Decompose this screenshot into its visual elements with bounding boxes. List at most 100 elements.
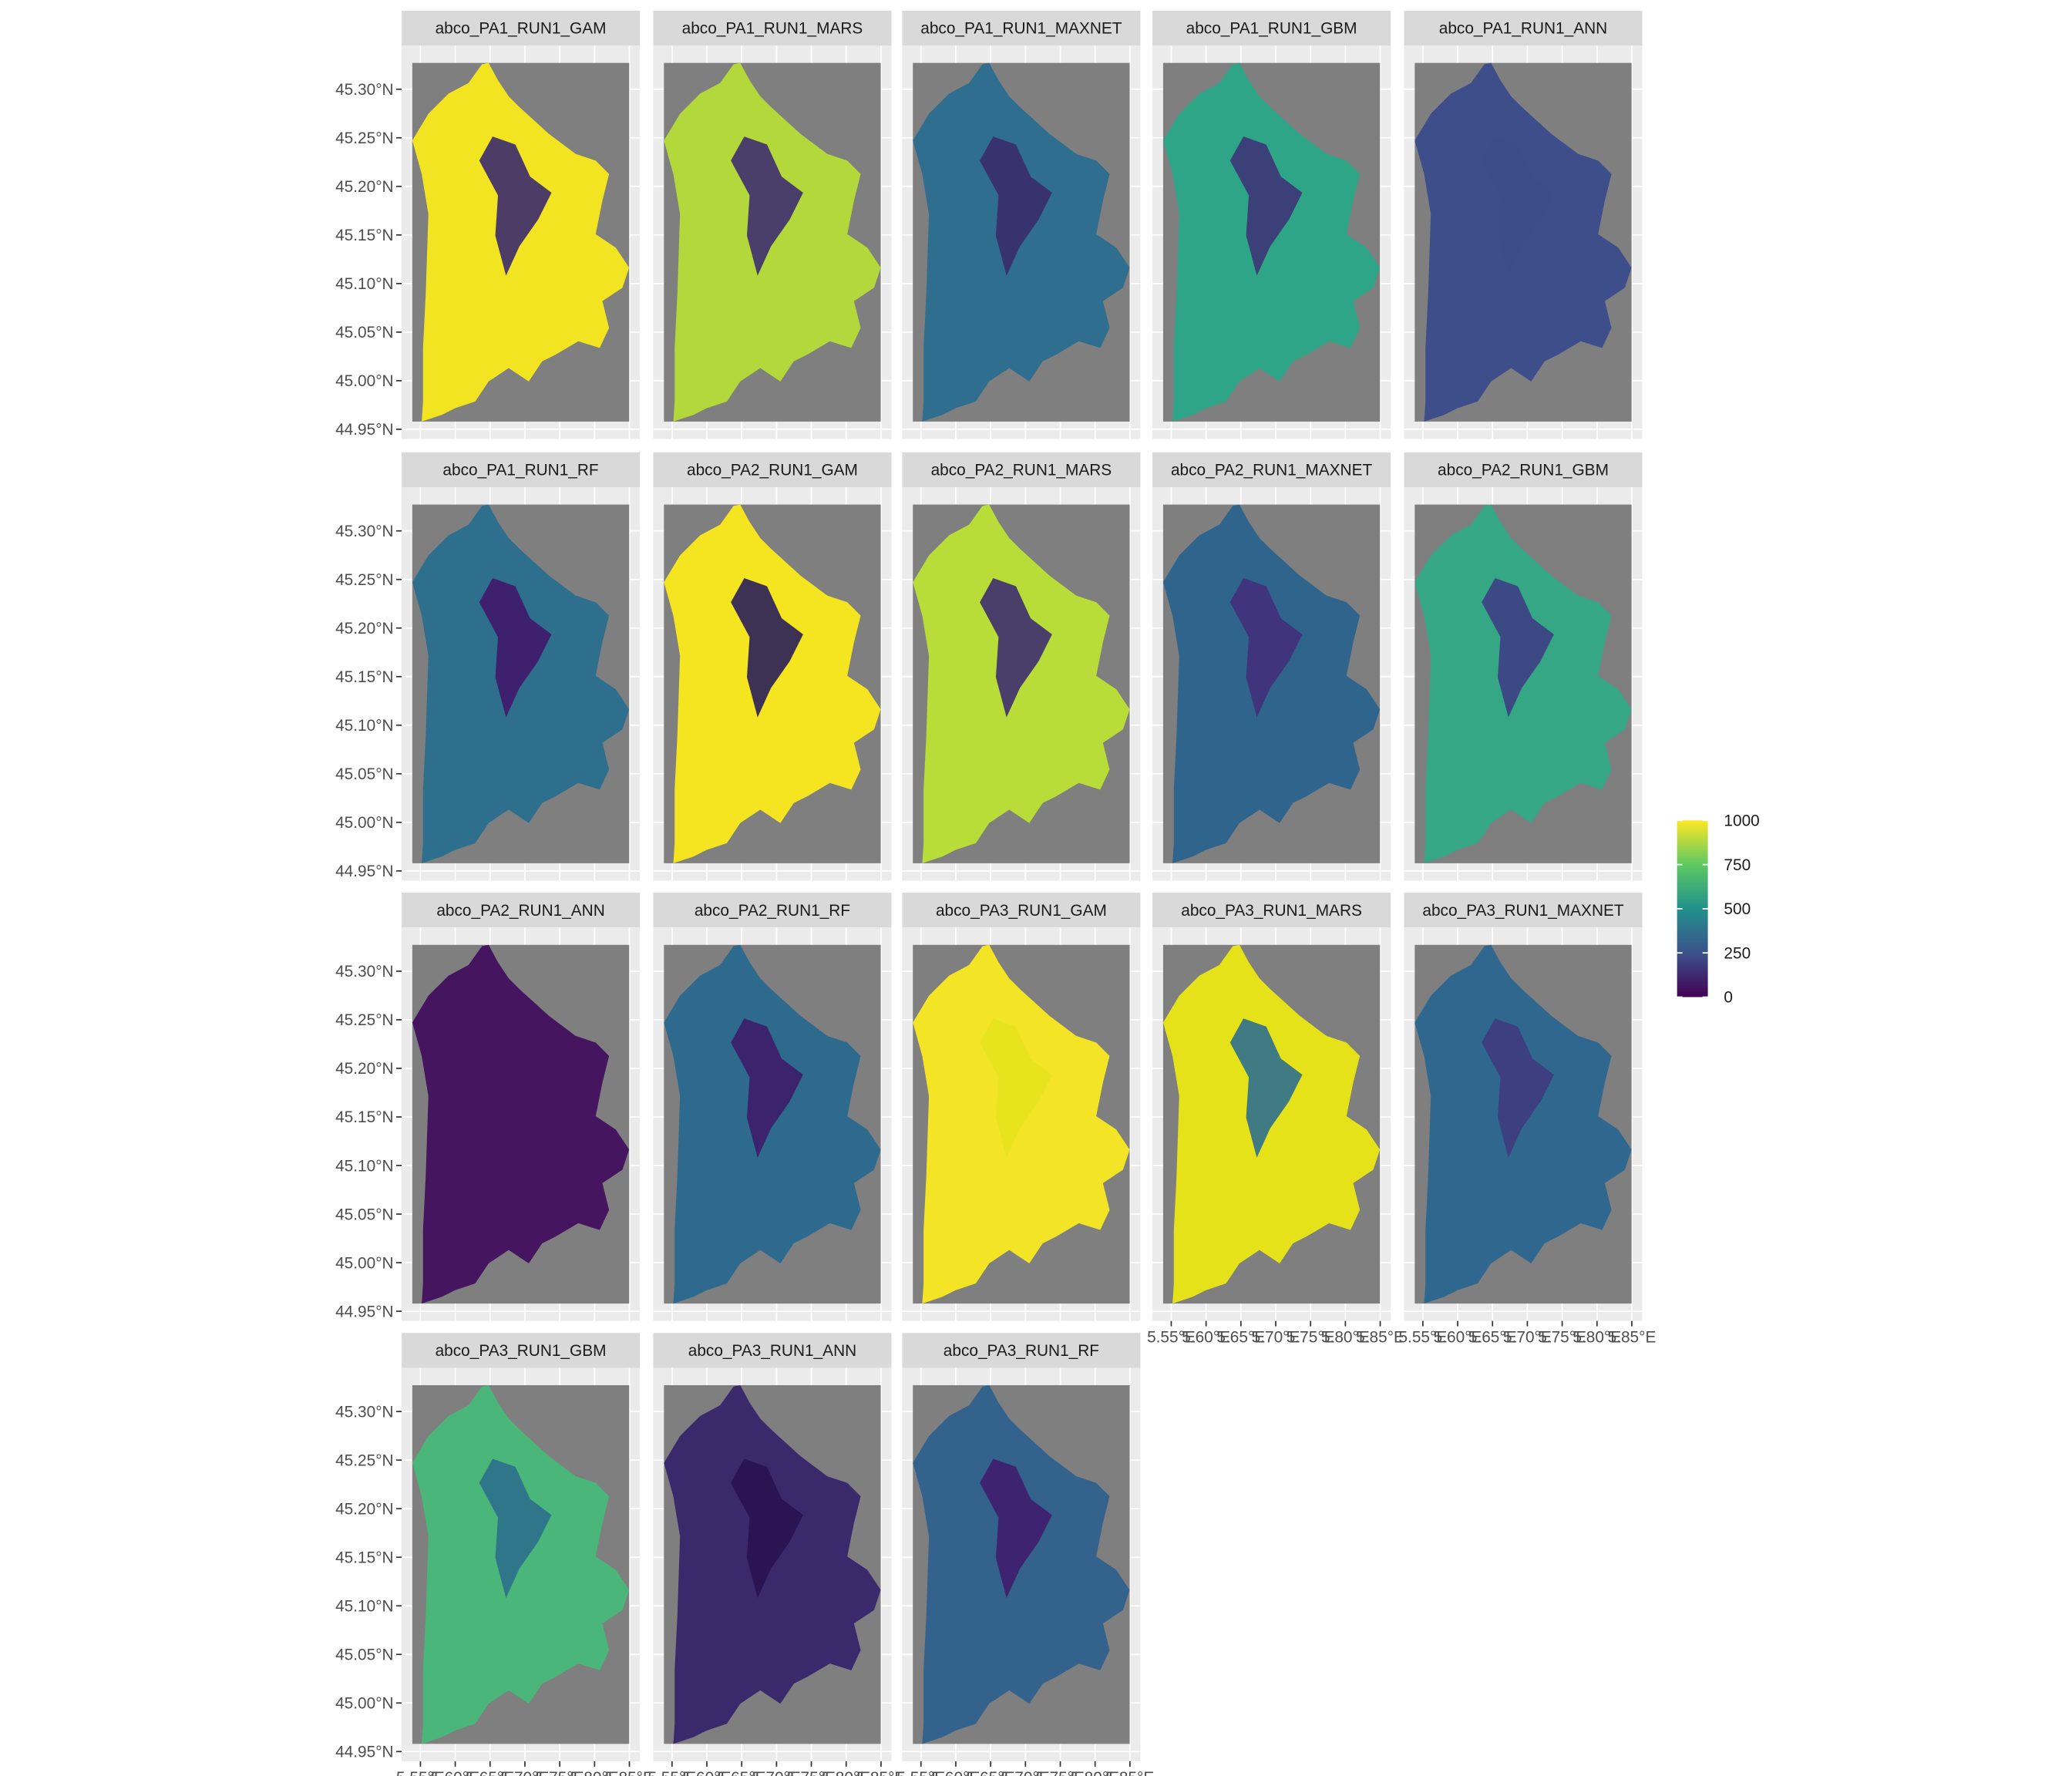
strip [902, 893, 1141, 928]
legend-tick-label: 1000 [1724, 812, 1759, 830]
y-tick-label: 45.05°N [335, 765, 394, 783]
strip-label: abco_PA2_RUN1_GBM [1438, 462, 1609, 479]
y-tick-label: 45.30°N [335, 81, 394, 99]
strip [1152, 452, 1391, 487]
x-tick-label: 5.80°E [570, 1769, 619, 1776]
x-tick-label: 5.55°E [1398, 1329, 1447, 1347]
y-tick-label: 45.20°N [335, 178, 394, 196]
y-tick-label: 44.95°N [335, 863, 394, 880]
x-tick-label: 5.60°E [431, 1769, 479, 1776]
strip-label: abco_PA1_RUN1_GAM [436, 20, 607, 38]
y-tick-label: 45.30°N [335, 1403, 394, 1421]
legend-tick-label: 500 [1724, 900, 1751, 918]
x-tick-label: 5.60°E [683, 1769, 732, 1776]
y-tick-label: 45.10°N [335, 1597, 394, 1615]
x-tick-label: 5.75°E [1538, 1329, 1586, 1347]
strip-label: abco_PA3_RUN1_MAXNET [1422, 902, 1624, 920]
strip-label: abco_PA3_RUN1_RF [944, 1342, 1099, 1360]
x-tick-label: 5.65°E [718, 1769, 766, 1776]
x-tick-label: 5.70°E [501, 1769, 550, 1776]
x-tick-label: 5.85°E [1356, 1329, 1404, 1347]
legend-tick-label: 750 [1724, 856, 1751, 874]
y-tick-label: 45.05°N [335, 1206, 394, 1223]
raster-patch [479, 578, 552, 718]
x-tick-label: 5.55°E [648, 1769, 696, 1776]
strip [902, 452, 1141, 487]
y-tick-label: 45.20°N [335, 1500, 394, 1518]
x-tick-label: 5.80°E [1321, 1329, 1370, 1347]
strip [653, 10, 892, 46]
x-tick-label: 5.55°E [896, 1769, 945, 1776]
y-tick-label: 45.00°N [335, 372, 394, 390]
x-tick-label: 5.85°E [1105, 1769, 1154, 1776]
raster-patch [731, 136, 803, 276]
x-tick-label: 5.80°E [822, 1769, 870, 1776]
raster-patch [731, 1458, 803, 1599]
x-tick-label: 5.70°E [752, 1769, 801, 1776]
y-tick-label: 45.25°N [335, 130, 394, 147]
y-tick-label: 45.05°N [335, 1646, 394, 1663]
strip [402, 452, 641, 487]
strip-label: abco_PA3_RUN1_GAM [936, 902, 1107, 920]
raster-patch [1482, 578, 1554, 718]
y-tick-label: 45.00°N [335, 814, 394, 832]
x-tick-label: 5.70°E [1252, 1329, 1300, 1347]
legend-tick-label: 0 [1724, 989, 1733, 1007]
raster-patch [731, 578, 803, 718]
strip-label: abco_PA2_RUN1_GAM [687, 462, 858, 479]
raster-patch [980, 1458, 1052, 1599]
strip [653, 893, 892, 928]
x-tick-label: 5.85°E [605, 1769, 654, 1776]
strip-label: abco_PA1_RUN1_MARS [682, 20, 863, 38]
strip-label: abco_PA3_RUN1_GBM [436, 1342, 607, 1360]
y-tick-label: 45.25°N [335, 1451, 394, 1469]
x-tick-label: 5.75°E [1036, 1769, 1085, 1776]
y-tick-label: 45.15°N [335, 668, 394, 686]
strip [402, 10, 641, 46]
x-tick-label: 5.85°E [857, 1769, 906, 1776]
y-tick-label: 45.30°N [335, 963, 394, 980]
strip-label: abco_PA3_RUN1_ANN [688, 1342, 856, 1360]
x-tick-label: 5.60°E [1182, 1329, 1230, 1347]
strip-label: abco_PA1_RUN1_GBM [1186, 20, 1357, 38]
y-tick-label: 45.30°N [335, 523, 394, 540]
strip [402, 893, 641, 928]
x-tick-label: 5.70°E [1503, 1329, 1552, 1347]
y-tick-label: 45.15°N [335, 1549, 394, 1566]
x-tick-label: 5.75°E [536, 1769, 584, 1776]
strip [902, 1333, 1141, 1368]
raster-patch [980, 578, 1052, 718]
raster-patch [1482, 136, 1554, 276]
x-tick-label: 5.65°E [967, 1769, 1015, 1776]
x-tick-label: 5.60°E [932, 1769, 980, 1776]
x-tick-label: 5.80°E [1572, 1329, 1621, 1347]
x-tick-label: 5.65°E [466, 1769, 514, 1776]
raster-patch [1229, 1018, 1303, 1158]
strip-label: abco_PA1_RUN1_MAXNET [920, 20, 1122, 38]
x-tick-label: 5.55°E [1147, 1329, 1196, 1347]
strip [1152, 10, 1391, 46]
raster-patch [1229, 578, 1303, 718]
strip [653, 452, 892, 487]
raster-patch [1482, 1018, 1554, 1158]
y-tick-label: 45.10°N [335, 717, 394, 735]
y-tick-label: 45.10°N [335, 275, 394, 293]
strip-label: abco_PA2_RUN1_ANN [436, 902, 604, 920]
x-tick-label: 5.65°E [1468, 1329, 1517, 1347]
x-tick-label: 5.70°E [1001, 1769, 1050, 1776]
strip [902, 10, 1141, 46]
y-tick-label: 45.15°N [335, 227, 394, 244]
y-tick-label: 45.05°N [335, 324, 394, 341]
raster-patch [479, 1018, 552, 1158]
strip-label: abco_PA2_RUN1_MAXNET [1171, 462, 1373, 479]
strip-label: abco_PA1_RUN1_RF [442, 462, 598, 479]
y-tick-label: 45.15°N [335, 1108, 394, 1126]
y-tick-label: 45.25°N [335, 1011, 394, 1029]
y-tick-label: 45.20°N [335, 620, 394, 637]
strip [1404, 893, 1643, 928]
y-tick-label: 44.95°N [335, 421, 394, 439]
x-tick-label: 5.75°E [787, 1769, 836, 1776]
strip [653, 1333, 892, 1368]
